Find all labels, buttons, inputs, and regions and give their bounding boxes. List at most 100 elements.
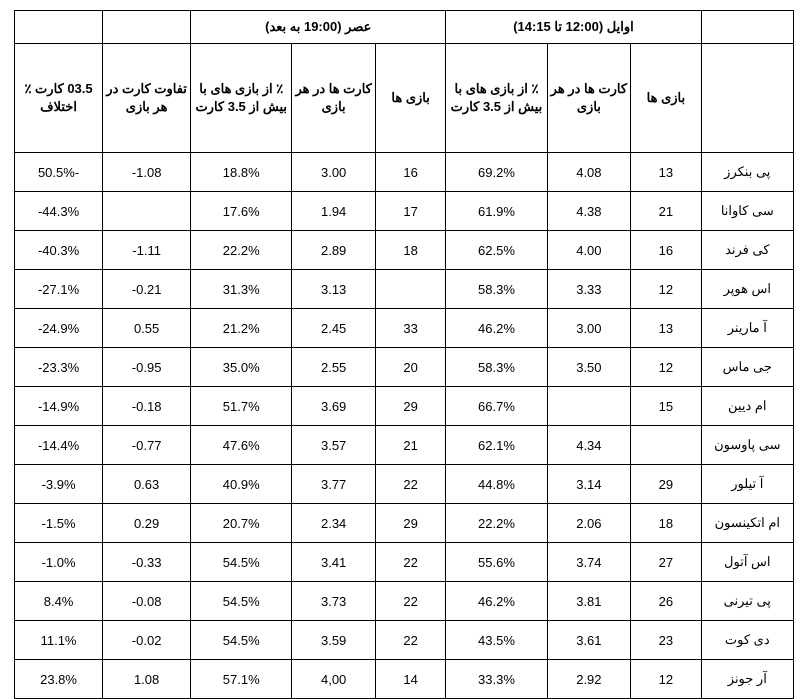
cell-games-early: 18 [631,504,701,543]
cell-pct-diff: 11.1% [15,621,103,660]
cell-pct-diff: 40.3%- [15,231,103,270]
cell-cards-late: 2.89 [292,231,376,270]
cell-pct-late: 47.6% [191,426,292,465]
table-row: کی فرند164.0062.5%182.8922.2%1.11-40.3%- [15,231,794,270]
cell-pct-late: 35.0% [191,348,292,387]
cell-name: سی پاوسون [701,426,793,465]
cell-pct-diff: 44.3%- [15,192,103,231]
cell-cards-early: 4.38 [547,192,631,231]
cell-name: آر جونز [701,660,793,699]
cell-name: کی فرند [701,231,793,270]
cell-cards-early: 4.08 [547,153,631,192]
cell-diff: 0.21- [103,270,191,309]
cell-games-early: 16 [631,231,701,270]
cell-games-early: 13 [631,309,701,348]
cell-games-early: 21 [631,192,701,231]
col-games-late: بازی ها [375,44,445,153]
cell-cards-early [547,387,631,426]
cell-diff: 0.08- [103,582,191,621]
cell-pct-early: 62.5% [446,231,547,270]
cell-diff: 0.18- [103,387,191,426]
cell-cards-late: 3.77 [292,465,376,504]
cell-name: ام دیین [701,387,793,426]
cell-pct-early: 61.9% [446,192,547,231]
cell-pct-diff: -50.5% [15,153,103,192]
cell-cards-early: 3.74 [547,543,631,582]
cell-games-late: 29 [375,387,445,426]
cell-pct-early: 66.7% [446,387,547,426]
cell-cards-late: 2.55 [292,348,376,387]
col-pct-late: ٪ از بازی های با بیش از 3.5 کارت [191,44,292,153]
cell-pct-diff: 23.3%- [15,348,103,387]
cell-pct-late: 31.3% [191,270,292,309]
cell-cards-late: 2.45 [292,309,376,348]
cell-pct-late: 20.7% [191,504,292,543]
table-row: آ تیلور293.1444.8%223.7740.9%0.633.9%- [15,465,794,504]
cell-games-early: 12 [631,270,701,309]
col-pct-diff: 03.5 کارت ٪ اختلاف [15,44,103,153]
table-row: اس هوپر123.3358.3%3.1331.3%0.21-27.1%- [15,270,794,309]
cell-pct-late: 54.5% [191,621,292,660]
cell-cards-late: 3.69 [292,387,376,426]
cell-pct-diff: 1.5%- [15,504,103,543]
cell-games-early: 12 [631,660,701,699]
table-row: پی بنکرز134.0869.2%163.0018.8%1.08--50.5… [15,153,794,192]
cell-games-early: 13 [631,153,701,192]
cell-cards-early: 3.81 [547,582,631,621]
cell-diff: 1.08 [103,660,191,699]
cell-pct-late: 40.9% [191,465,292,504]
cell-cards-early: 3.14 [547,465,631,504]
table-row: دی کوت233.6143.5%223.5954.5%0.02-11.1% [15,621,794,660]
table-row: سی کاوانا214.3861.9%171.9417.6%44.3%- [15,192,794,231]
cell-cards-late: 1.94 [292,192,376,231]
cell-cards-late: 3.59 [292,621,376,660]
cell-games-early: 26 [631,582,701,621]
cell-games-late: 33 [375,309,445,348]
cell-cards-early: 2.06 [547,504,631,543]
cell-diff [103,192,191,231]
cell-games-early: 15 [631,387,701,426]
cell-pct-diff: 8.4% [15,582,103,621]
cell-cards-late: 3.00 [292,153,376,192]
table-row: آر جونز122.9233.3%144,0057.1%1.0823.8% [15,660,794,699]
col-diff: تفاوت کارت در هر بازی [103,44,191,153]
cell-cards-late: 4,00 [292,660,376,699]
cell-games-late: 29 [375,504,445,543]
cell-diff: 0.33- [103,543,191,582]
group-late: عصر (19:00 به بعد) [191,11,446,44]
cell-name: آ مارینر [701,309,793,348]
cell-name: پی تیرنی [701,582,793,621]
cell-diff: 0.95- [103,348,191,387]
cell-pct-early: 33.3% [446,660,547,699]
cell-pct-early: 43.5% [446,621,547,660]
cell-games-late: 14 [375,660,445,699]
cell-diff: 0.63 [103,465,191,504]
cell-cards-early: 3.61 [547,621,631,660]
cell-games-early: 27 [631,543,701,582]
table-row: پی تیرنی263.8146.2%223.7354.5%0.08-8.4% [15,582,794,621]
cell-pct-early: 58.3% [446,348,547,387]
cell-pct-late: 22.2% [191,231,292,270]
cell-diff: 0.55 [103,309,191,348]
table-row: اس آتول273.7455.6%223.4154.5%0.33-1.0%- [15,543,794,582]
col-pct-early: ٪ از بازی های با بیش از 3.5 کارت [446,44,547,153]
col-name [701,44,793,153]
cell-pct-early: 55.6% [446,543,547,582]
cell-pct-early: 46.2% [446,309,547,348]
cell-pct-early: 69.2% [446,153,547,192]
cell-diff: 0.77- [103,426,191,465]
table-row: جی ماس123.5058.3%202.5535.0%0.95-23.3%- [15,348,794,387]
cell-pct-diff: 24.9%- [15,309,103,348]
cell-pct-diff: 27.1%- [15,270,103,309]
cell-cards-late: 3.73 [292,582,376,621]
cell-pct-early: 58.3% [446,270,547,309]
cell-games-early: 23 [631,621,701,660]
cell-games-late: 20 [375,348,445,387]
cell-games-early: 29 [631,465,701,504]
cell-games-late [375,270,445,309]
group-blank-1 [701,11,793,44]
cell-cards-early: 4.34 [547,426,631,465]
table-row: ام دیین1566.7%293.6951.7%0.18-14.9%- [15,387,794,426]
table-row: ام اتکینسون182.0622.2%292.3420.7%0.291.5… [15,504,794,543]
cell-pct-diff: 14.4%- [15,426,103,465]
